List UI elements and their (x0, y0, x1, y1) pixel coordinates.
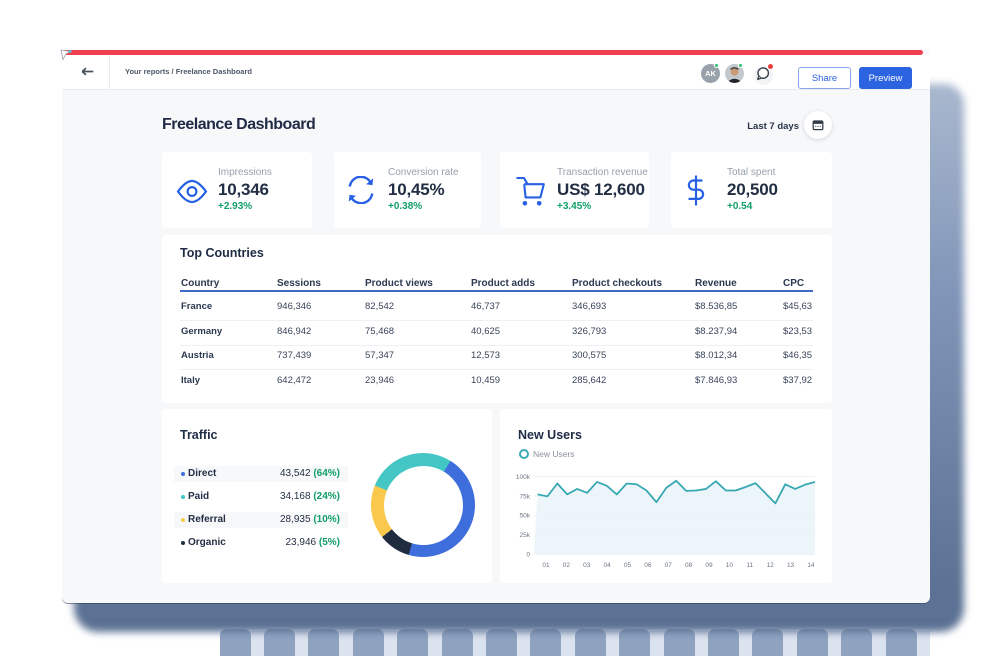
svg-text:New Users: New Users (533, 449, 575, 459)
svg-text:08: 08 (685, 562, 693, 569)
svg-text:03: 03 (583, 562, 591, 569)
svg-text:100k: 100k (516, 474, 531, 481)
svg-text:07: 07 (665, 562, 673, 569)
svg-text:14: 14 (807, 562, 815, 569)
svg-text:13: 13 (787, 562, 795, 569)
svg-text:11: 11 (746, 562, 753, 569)
svg-text:09: 09 (705, 562, 713, 569)
svg-text:75k: 75k (520, 493, 531, 500)
svg-text:06: 06 (644, 562, 652, 569)
svg-text:05: 05 (624, 562, 632, 569)
svg-text:01: 01 (542, 562, 550, 569)
svg-text:04: 04 (604, 562, 612, 569)
svg-text:02: 02 (563, 562, 571, 569)
svg-text:50k: 50k (520, 513, 531, 520)
svg-text:12: 12 (767, 562, 775, 569)
svg-text:25k: 25k (520, 532, 531, 539)
svg-text:10: 10 (726, 562, 734, 569)
svg-text:0: 0 (526, 552, 530, 559)
